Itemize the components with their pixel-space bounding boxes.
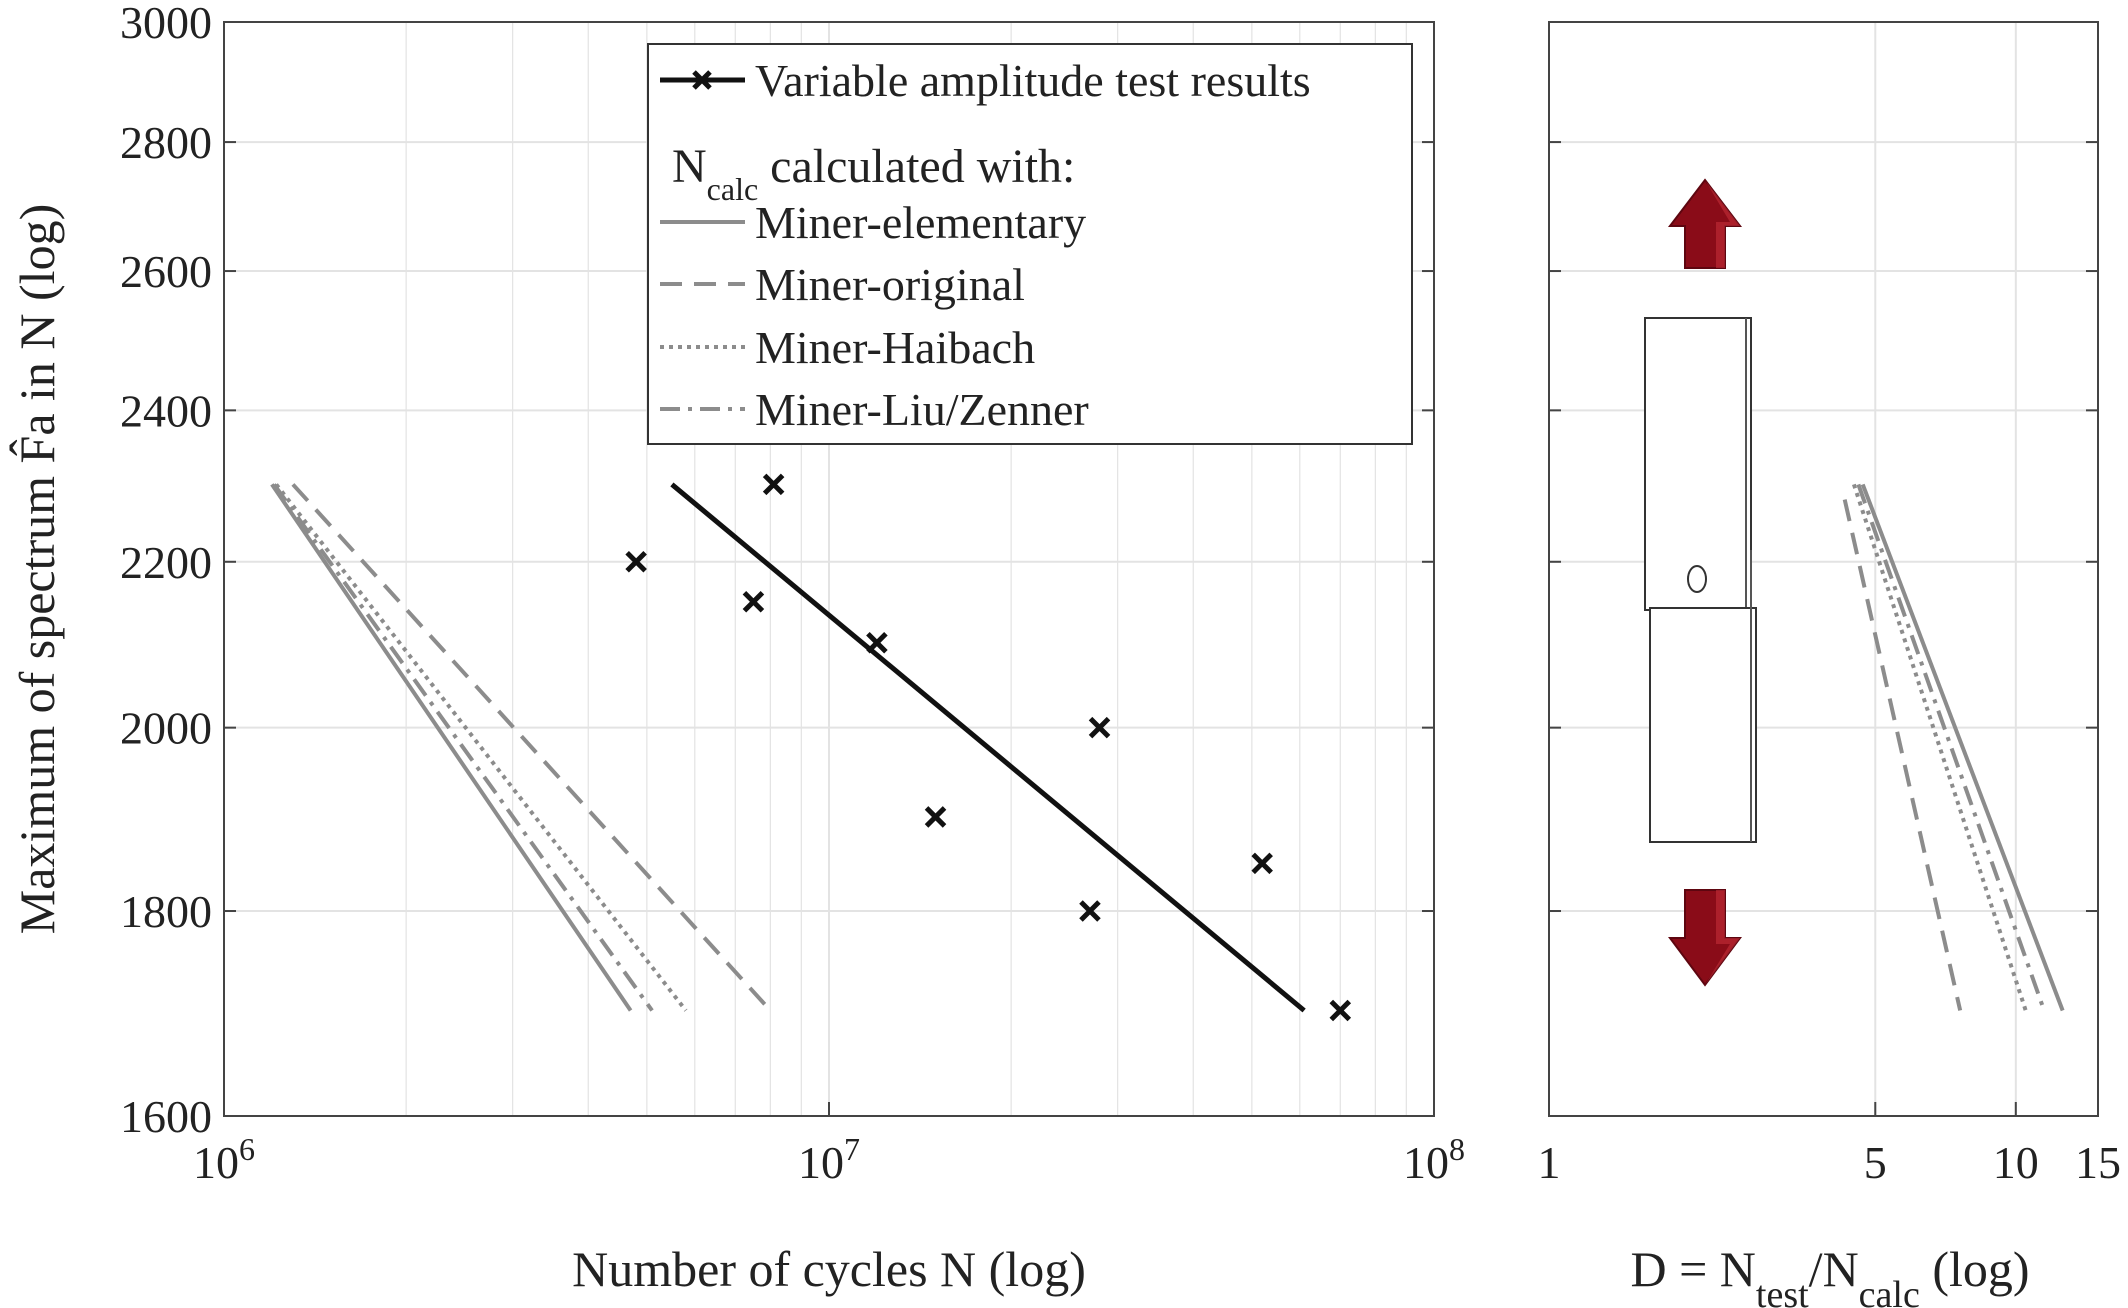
- left-y-tick-label: 2400: [120, 385, 212, 436]
- legend: Variable amplitude test results Ncalc ca…: [647, 43, 1413, 445]
- left-y-tick-label: 1800: [120, 886, 212, 937]
- test-point-marker: [1088, 716, 1111, 739]
- test-point-marker: [866, 631, 888, 654]
- legend-label-liu-zenner: Miner-Liu/Zenner: [755, 384, 1089, 435]
- test-point-marker: [1079, 900, 1101, 922]
- right-x-tick-label: 10: [1993, 1137, 2039, 1188]
- left-y-tick-label: 3000: [120, 0, 212, 48]
- legend-cross-marker: [692, 70, 712, 90]
- test-point-marker: [1329, 999, 1352, 1022]
- legend-label-elementary: Miner-elementary: [755, 197, 1086, 248]
- left-y-tick-label: 1600: [120, 1091, 212, 1142]
- right-grid: [1548, 21, 2099, 1117]
- right-x-tick-label: 15: [2075, 1137, 2121, 1188]
- specimen-fastener-hole: [1687, 565, 1707, 593]
- left-series-miner-haibach: [274, 483, 688, 1012]
- left-series-miner-original: [291, 483, 772, 1012]
- left-x-axis-label: Number of cycles N (log): [572, 1241, 1086, 1297]
- test-point-marker: [924, 806, 947, 828]
- right-series-miner-elementary: [1860, 483, 2065, 1012]
- left-y-ticks: 1600 1800 2000 2200 2400 2600 2800 3000: [120, 0, 1434, 1142]
- test-point-marker: [742, 591, 765, 613]
- left-series-layer: [270, 482, 1306, 1013]
- left-test-points: [625, 473, 1352, 1022]
- right-series-layer: [1842, 483, 2065, 1012]
- right-y-ticks: [1549, 21, 2098, 1117]
- legend-title: Ncalc calculated with:: [672, 140, 1075, 207]
- left-y-tick-label: 2600: [120, 246, 212, 297]
- force-arrow-down-highlight: [1705, 890, 1740, 985]
- right-x-tick-label: 1: [1538, 1137, 1561, 1188]
- left-series-miner-elementary: [270, 483, 633, 1012]
- force-arrow-up-highlight: [1705, 180, 1740, 268]
- left-y-axis-label: Maximum of spectrum F̂a in N (log): [8, 204, 65, 934]
- right-series-miner-original: [1842, 499, 1963, 1011]
- left-x-ticks: 106 107 108: [193, 1102, 1465, 1188]
- left-y-tick-label: 2800: [120, 117, 212, 168]
- test-point-marker: [762, 473, 785, 496]
- right-axes-box: [1548, 21, 2099, 1117]
- left-y-tick-label: 2000: [120, 703, 212, 754]
- left-x-tick-label: 108: [1403, 1131, 1465, 1188]
- force-arrow-down-icon: [1668, 889, 1742, 987]
- right-series-miner-haibach: [1852, 483, 2028, 1012]
- right-x-ticks: 1 5 10 15: [1538, 1102, 2121, 1188]
- specimen-lower-plate: [1649, 607, 1757, 843]
- left-series-miner-liu-zenner: [272, 483, 654, 1012]
- right-plot: 1 5 10 15 D = Ntest/Ncalc (log): [1538, 21, 2121, 1308]
- left-x-tick-label: 106: [193, 1131, 255, 1188]
- legend-label-haibach: Miner-Haibach: [755, 322, 1035, 373]
- specimen-upper-plate: [1644, 317, 1752, 611]
- right-x-axis-label: D = Ntest/Ncalc (log): [1630, 1241, 2029, 1308]
- right-x-tick-label: 5: [1864, 1137, 1887, 1188]
- test-point-marker: [625, 551, 647, 573]
- test-point-marker: [1251, 852, 1273, 875]
- left-x-tick-label: 107: [798, 1131, 860, 1188]
- legend-box: [647, 43, 1413, 445]
- left-series-variable-amplitude-test-results: [670, 482, 1306, 1013]
- specimen-illustration: [1644, 178, 1757, 987]
- right-series-miner-liu-zenner: [1856, 483, 2047, 1012]
- legend-label-test: Variable amplitude test results: [755, 55, 1311, 106]
- legend-label-original: Miner-original: [755, 259, 1025, 310]
- left-y-tick-label: 2200: [120, 537, 212, 588]
